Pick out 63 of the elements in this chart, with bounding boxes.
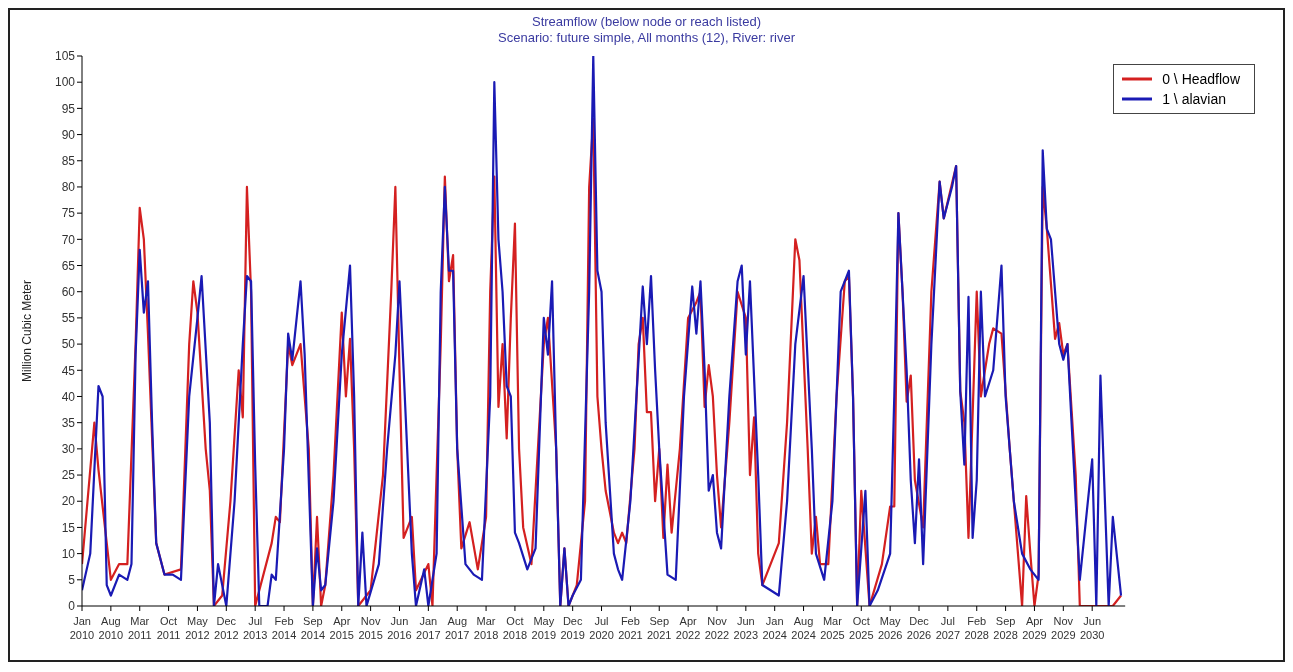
y-tick-label: 55 [61, 311, 76, 326]
x-tick-label: Aug 2017 [444, 615, 470, 641]
chart-title: Streamflow (below node or reach listed) [530, 14, 763, 30]
x-tick-label: May 2026 [877, 615, 903, 641]
x-tick-label: Apr 2015 [329, 615, 354, 641]
chart-subtitle: Scenario: future simple, All months (12), River: river [497, 30, 796, 46]
x-tick-label: Jan 2017 [416, 615, 441, 641]
y-tick-label: 95 [61, 101, 76, 116]
y-tick-label: 65 [61, 258, 76, 273]
x-tick-label: Aug 2010 [98, 615, 124, 641]
x-tick-label: Oct 2011 [156, 615, 181, 641]
y-tick-label: 100 [54, 75, 76, 90]
y-tick-label: 90 [61, 127, 76, 142]
x-tick-label: Mar 2018 [473, 615, 499, 641]
x-tick-label: Dec 2026 [906, 615, 932, 641]
x-tick-label: Sep 2014 [300, 615, 326, 641]
legend-label: 1 \ alavian [1162, 91, 1226, 107]
y-tick-label: 85 [61, 154, 76, 169]
x-tick-label: Nov 2015 [358, 615, 383, 641]
y-tick-label: 10 [61, 546, 76, 561]
x-tick-label: Dec 2019 [560, 615, 585, 641]
x-tick-label: Dec 2012 [214, 615, 239, 641]
x-tick-label: Jul 2027 [935, 615, 961, 641]
x-tick-label: Nov 2022 [704, 615, 730, 641]
y-tick-label: 60 [61, 284, 76, 299]
y-tick-label: 15 [61, 520, 76, 535]
y-tick-label: 75 [61, 206, 76, 221]
x-tick-label: Apr 2022 [675, 615, 701, 641]
x-tick-label: Jan 2010 [69, 615, 95, 641]
x-tick-label: Apr 2029 [1022, 615, 1047, 641]
x-tick-label: May 2012 [185, 615, 210, 641]
x-tick-label: Oct 2025 [849, 615, 874, 641]
y-tick-label: 20 [61, 494, 76, 509]
x-tick-label: Aug 2024 [791, 615, 816, 641]
y-tick-label: 80 [61, 180, 76, 195]
y-tick-label: 105 [54, 49, 76, 64]
x-tick-label: Mar 2011 [127, 615, 152, 641]
x-tick-label: Jun 2023 [733, 615, 759, 641]
y-tick-label: 45 [61, 363, 76, 378]
x-tick-label: May 2019 [531, 615, 557, 641]
x-tick-label: Oct 2018 [502, 615, 528, 641]
x-tick-label: Jul 2020 [589, 615, 614, 641]
y-tick-label: 0 [68, 599, 76, 614]
x-tick-label: Feb 2028 [964, 615, 989, 641]
y-tick-label: 40 [61, 389, 76, 404]
y-tick-label: 35 [61, 415, 76, 430]
x-tick-label: Nov 2029 [1051, 615, 1076, 641]
x-tick-label: Sep 2021 [647, 615, 672, 641]
x-tick-label: Jun 2030 [1079, 615, 1105, 641]
x-tick-label: Jan 2024 [762, 615, 787, 641]
y-tick-label: 70 [61, 232, 76, 247]
x-tick-label: Jul 2013 [242, 615, 268, 641]
y-tick-label: 5 [68, 573, 76, 588]
x-tick-label: Jun 2016 [387, 615, 412, 641]
legend-label: 0 \ Headflow [1162, 71, 1240, 87]
x-tick-label: Sep 2028 [993, 615, 1018, 641]
x-tick-label: Feb 2021 [618, 615, 643, 641]
y-tick-label: 25 [61, 468, 76, 483]
y-tick-label: 50 [61, 337, 76, 352]
y-axis-title: Million Cubic Meter [20, 279, 35, 383]
y-tick-label: 30 [61, 442, 76, 457]
x-tick-label: Feb 2014 [271, 615, 297, 641]
x-tick-label: Mar 2025 [820, 615, 845, 641]
